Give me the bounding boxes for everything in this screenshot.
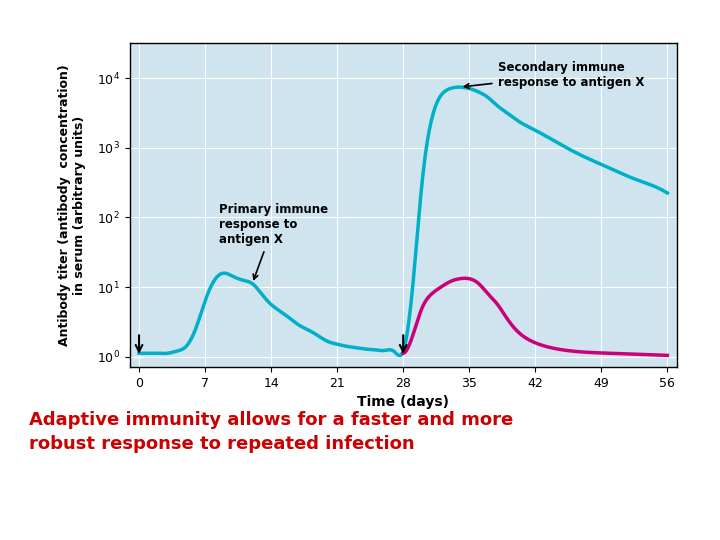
Text: Adaptive immunity allows for a faster and more
robust response to repeated infec: Adaptive immunity allows for a faster an… bbox=[29, 411, 513, 453]
Text: Secondary immune
response to antigen X: Secondary immune response to antigen X bbox=[464, 60, 644, 89]
Y-axis label: Antibody titer (antibody  concentration)
in serum (arbitrary units): Antibody titer (antibody concentration) … bbox=[58, 64, 86, 346]
Text: Primary immune
response to
antigen X: Primary immune response to antigen X bbox=[219, 204, 328, 279]
X-axis label: Time (days): Time (days) bbox=[357, 395, 449, 409]
